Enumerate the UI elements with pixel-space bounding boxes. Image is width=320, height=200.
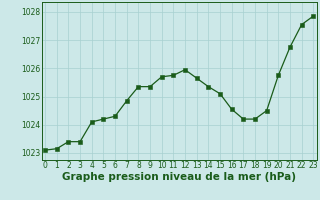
X-axis label: Graphe pression niveau de la mer (hPa): Graphe pression niveau de la mer (hPa): [62, 172, 296, 182]
